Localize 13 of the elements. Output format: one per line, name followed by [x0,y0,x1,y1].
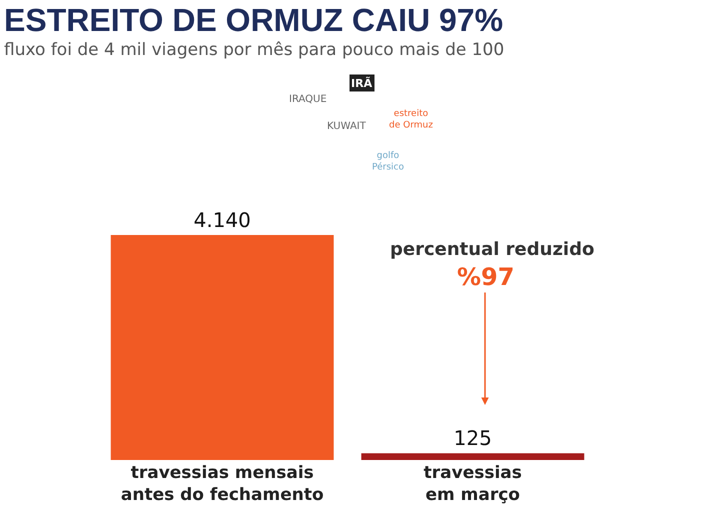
text: IRÃ [351,76,373,90]
text: golfo Pérsico [372,151,404,173]
chart-subtitle: fluxo foi de 4 mil viagens por mês para pouco mais de 100 [4,40,504,60]
text: IRAQUE [289,94,327,105]
annotation: %97 [457,263,514,291]
data-label: 4.140 [194,208,251,232]
chart-title: ESTREITO DE ORMUZ CAIU 97% [4,2,504,38]
text: KUWAIT [327,121,367,132]
text: estreito de Ormuz [389,109,434,131]
x-tick-label: travessias em março [424,463,522,506]
x-tick-label: travessias mensais antes do fechamento [120,463,324,506]
annotation: percentual reduzido [390,239,594,260]
data-label: 125 [454,426,492,450]
